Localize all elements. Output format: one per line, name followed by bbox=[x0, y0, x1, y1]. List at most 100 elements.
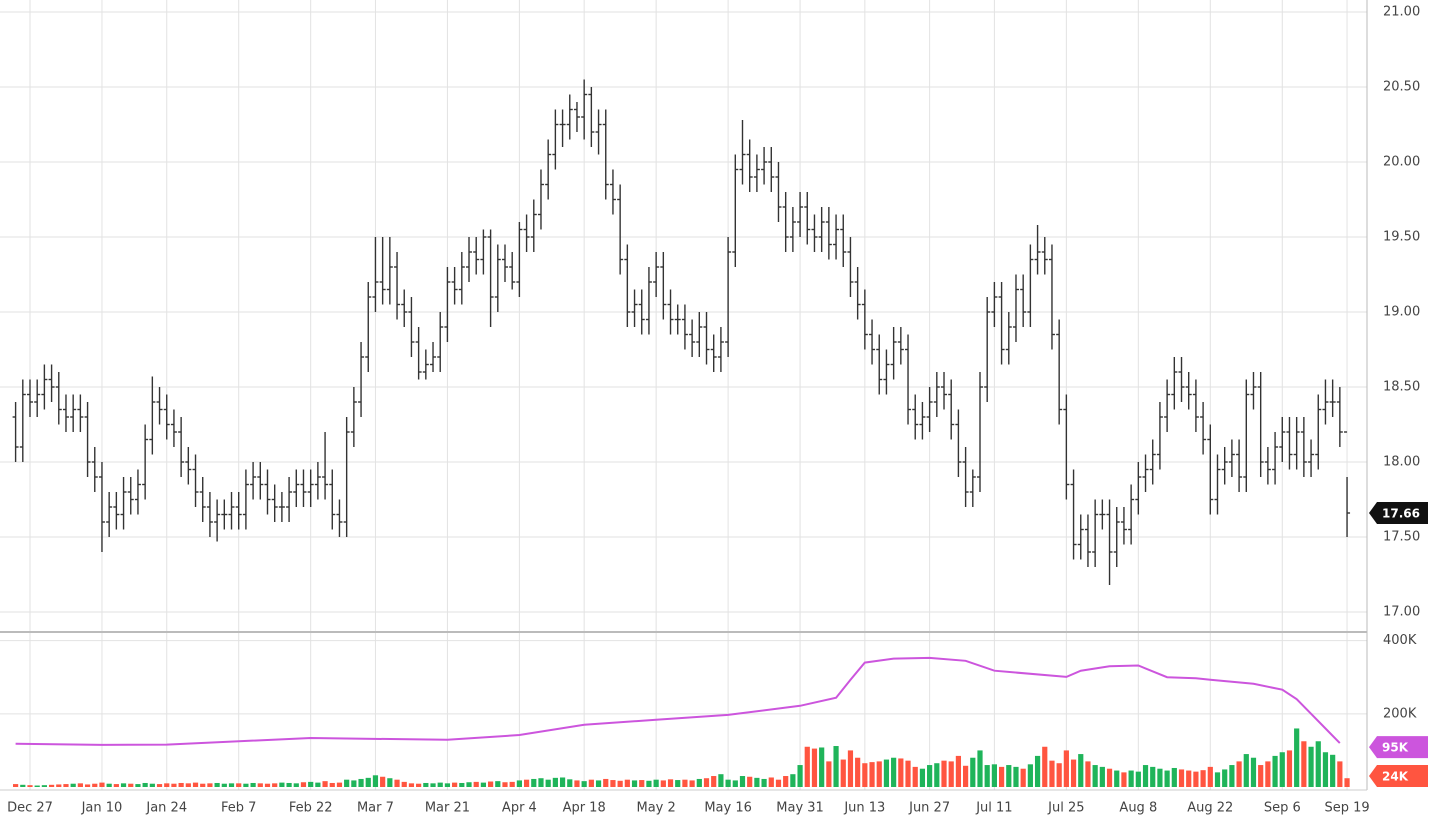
volume-bar bbox=[1344, 778, 1350, 787]
volume-bar bbox=[826, 761, 832, 787]
volume-bar bbox=[1200, 770, 1206, 787]
volume-bar bbox=[855, 757, 861, 787]
volume-bar bbox=[156, 784, 163, 787]
volume-bar bbox=[99, 782, 105, 787]
volume-bar bbox=[574, 780, 580, 787]
volume-last-label-bg bbox=[1369, 765, 1428, 787]
volume-bar bbox=[149, 783, 155, 787]
volume-bar bbox=[840, 759, 846, 787]
volume-bar bbox=[41, 785, 47, 787]
volume-bar bbox=[358, 778, 364, 787]
volume-bar bbox=[603, 778, 609, 787]
volume-bar bbox=[372, 775, 379, 787]
volume-bar bbox=[934, 763, 940, 787]
volume-bar bbox=[250, 782, 256, 787]
x-tick-label: Jun 13 bbox=[843, 801, 885, 816]
volume-bar bbox=[1301, 741, 1307, 787]
volume-bar bbox=[703, 778, 710, 787]
y-tick-label: 17.00 bbox=[1383, 605, 1420, 620]
volume-bar bbox=[768, 777, 774, 787]
volume-bar bbox=[1178, 769, 1185, 787]
volume-bar bbox=[696, 778, 702, 787]
volume-bar bbox=[955, 755, 962, 787]
volume-bar bbox=[538, 778, 544, 787]
x-tick-label: May 31 bbox=[776, 801, 824, 816]
volume-bar bbox=[113, 784, 119, 787]
volume-bar bbox=[1171, 767, 1177, 787]
y-tick-label: 18.50 bbox=[1383, 380, 1420, 395]
volume-bar bbox=[1092, 765, 1098, 787]
volume-bar bbox=[531, 778, 537, 787]
volume-bar bbox=[646, 780, 652, 787]
volume-bar bbox=[811, 748, 818, 787]
last-price-label-bg bbox=[1369, 502, 1428, 524]
volume-bar bbox=[898, 758, 904, 787]
volume-bar bbox=[459, 782, 465, 787]
volume-bar bbox=[264, 783, 271, 787]
volume-bar bbox=[1214, 772, 1221, 787]
volume-bar bbox=[56, 784, 62, 787]
volume-bar bbox=[984, 765, 990, 787]
volume-bar bbox=[300, 782, 307, 787]
x-tick-label: Mar 21 bbox=[425, 801, 470, 816]
volume-bar bbox=[142, 782, 148, 787]
x-tick-label: Feb 22 bbox=[289, 801, 333, 816]
volume-bar bbox=[336, 782, 343, 787]
volume-bar bbox=[444, 783, 451, 787]
ma-last-label-bg bbox=[1369, 736, 1428, 759]
volume-bar bbox=[20, 784, 26, 787]
volume-bar bbox=[523, 779, 530, 787]
volume-bar bbox=[833, 746, 839, 787]
volume-bar bbox=[171, 783, 177, 787]
volume-bar bbox=[387, 778, 393, 787]
volume-bar bbox=[653, 779, 659, 787]
volume-bar bbox=[660, 780, 666, 787]
volume-bar bbox=[236, 783, 242, 787]
volume-bar bbox=[804, 746, 810, 787]
volume-bar bbox=[516, 780, 522, 787]
volume-bar bbox=[1099, 766, 1105, 787]
volume-bar bbox=[1020, 768, 1026, 787]
volume-bar bbox=[912, 766, 918, 787]
volume-bar bbox=[552, 777, 558, 787]
volume-bar bbox=[214, 782, 220, 787]
volume-bar bbox=[775, 779, 782, 787]
volume-bar bbox=[135, 784, 141, 787]
marks bbox=[12, 79, 1351, 787]
volume-bar bbox=[732, 780, 738, 787]
volume-bar bbox=[1322, 752, 1329, 787]
volume-bar bbox=[416, 783, 422, 787]
volume-bar bbox=[315, 782, 321, 787]
volume-bar bbox=[754, 777, 760, 787]
volume-bar bbox=[869, 762, 875, 787]
volume-bar bbox=[286, 782, 292, 787]
volume-bar bbox=[883, 759, 890, 787]
volume-bar bbox=[1027, 764, 1033, 787]
volume-bar bbox=[243, 783, 249, 787]
volume-bar bbox=[1128, 770, 1134, 787]
volume-bar bbox=[1236, 761, 1242, 787]
volume-bar bbox=[610, 780, 616, 787]
volume-bar bbox=[1315, 741, 1321, 787]
labels: 17.00 17.50 18.00 18.50 19.00 19.50 20.00 20.50… bbox=[7, 5, 1428, 816]
volume-bar bbox=[1063, 750, 1069, 787]
volume-bar bbox=[1286, 750, 1293, 787]
volume-bar bbox=[27, 785, 33, 787]
ma-last-label: 95K bbox=[1382, 741, 1409, 755]
volume-bar bbox=[466, 782, 472, 787]
volume-bar bbox=[480, 782, 487, 787]
volume-bar bbox=[63, 784, 69, 787]
y-tick-label: 20.00 bbox=[1383, 155, 1420, 170]
volume-bar bbox=[329, 782, 335, 787]
x-tick-label: Dec 27 bbox=[7, 801, 53, 816]
volume-bar bbox=[1078, 754, 1084, 787]
volume-bar bbox=[1250, 757, 1257, 787]
volume-bar bbox=[502, 782, 508, 787]
volume-bar bbox=[948, 761, 954, 787]
volume-bar bbox=[1135, 771, 1141, 787]
volume-bar bbox=[279, 782, 285, 787]
volume-bar bbox=[257, 783, 263, 787]
